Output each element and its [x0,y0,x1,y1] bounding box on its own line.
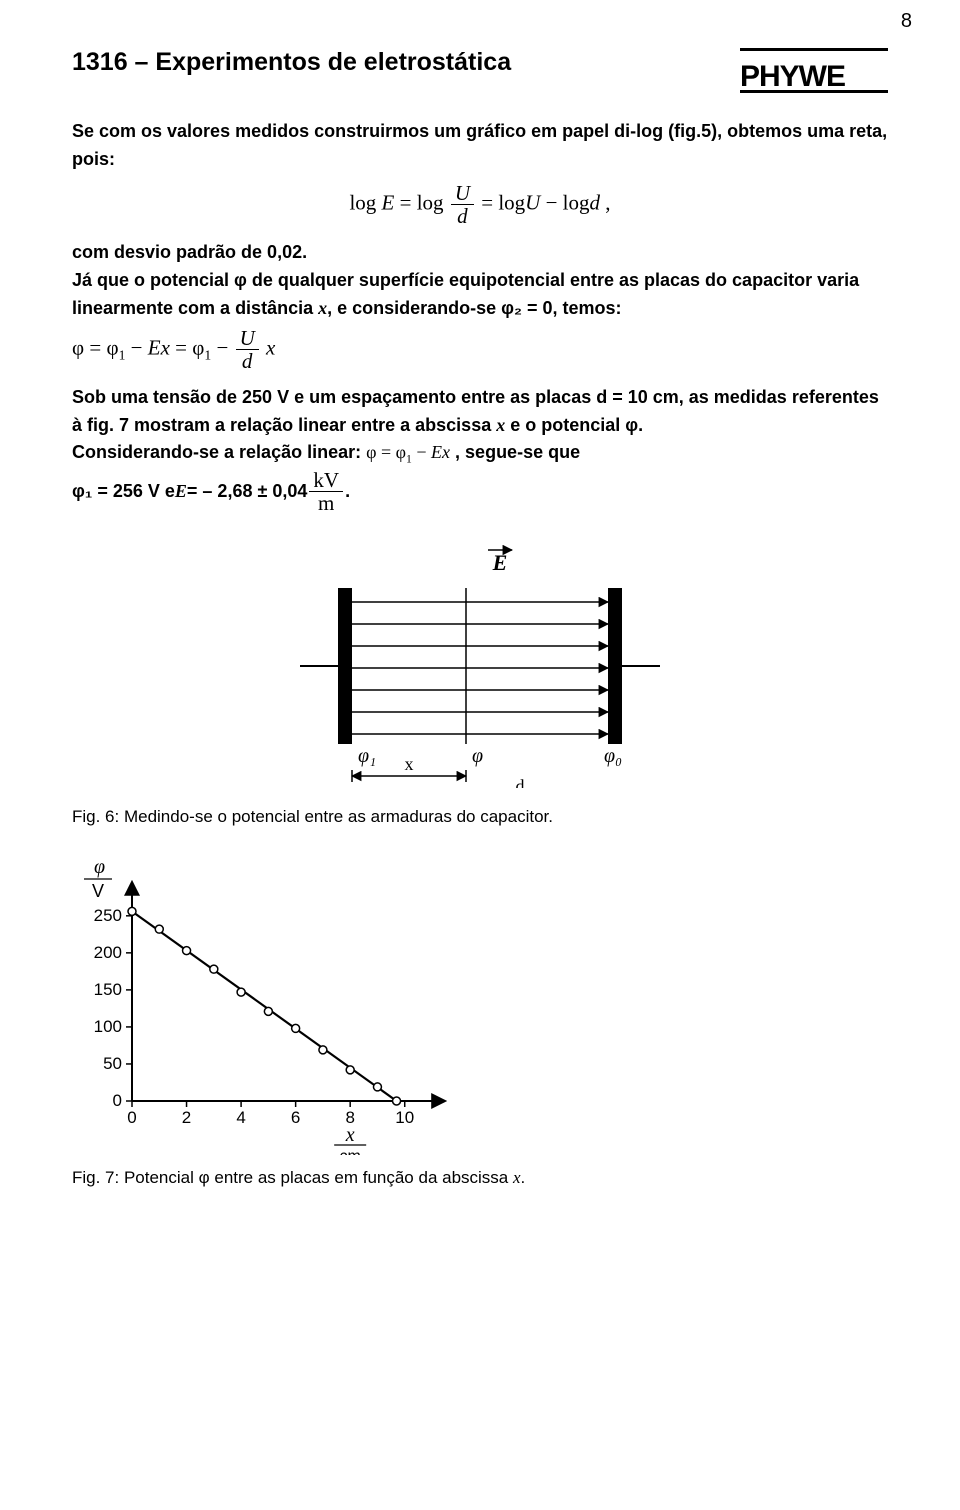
svg-text:200: 200 [94,943,122,962]
eq1-frac: U d [451,182,474,227]
para2-b: , e considerando-se φ₂ = 0, temos: [327,298,621,318]
para5-a: φ₁ = 256 V e [72,478,175,506]
eq1-U: U [451,182,474,205]
para3-b: e o potencial φ. [505,415,643,435]
eq4-frac: kV m [309,469,343,514]
eq2-phi: φ = φ [72,335,119,359]
para3-a: Sob uma tensão de 250 V e um espaçamento… [72,387,879,435]
eq2-minus: − [211,335,233,359]
eq4-m: m [309,492,343,514]
para5-b: = – 2,68 ± 0,04 [187,478,307,506]
paragraph-2: Já que o potencial φ de qualquer superfí… [72,267,888,323]
svg-text:φ: φ [94,856,105,878]
figure-7-svg: 0501001502002500246810φVxcm [72,855,452,1155]
eq1-U2: U [525,190,540,214]
eq1-minus: − log [540,190,589,214]
svg-text:250: 250 [94,906,122,925]
svg-text:V: V [92,881,104,901]
eq4-kv: kV [309,469,343,492]
eq1-d2: d [590,190,601,214]
eq2-x: x [161,335,170,359]
svg-text:100: 100 [94,1017,122,1036]
svg-text:50: 50 [103,1054,122,1073]
eq2-minusEx: − [125,335,147,359]
svg-text:10: 10 [395,1108,414,1127]
eq1-eq: = [394,190,416,214]
svg-text:E: E [492,550,508,575]
eq1-comma: , [600,190,611,214]
para5-E: E [175,478,187,506]
figure-7: 0501001502002500246810φVxcm [72,855,888,1160]
paragraph-3: Sob uma tensão de 250 V e um espaçamento… [72,384,888,440]
caption-7: Fig. 7: Potencial φ entre as placas em f… [72,1168,888,1188]
header: 1316 – Experimentos de eletrostática PHY… [72,48,888,94]
doc-title: 1316 – Experimentos de eletrostática [72,48,511,77]
eq3-minus: − [412,442,431,462]
svg-text:150: 150 [94,980,122,999]
caption-6: Fig. 6: Medindo-se o potencial entre as … [72,807,888,827]
eq2-d: d [236,350,259,372]
caption7-a: Fig. 7: Potencial φ entre as placas em f… [72,1168,513,1187]
svg-text:PHYWE: PHYWE [740,60,845,93]
phywe-logo: PHYWE [740,48,888,94]
svg-text:x: x [345,1124,355,1146]
eq3-E: E [431,442,442,462]
svg-text:6: 6 [291,1108,300,1127]
equation-1: log E = log U d = logU − logd , [72,182,888,227]
svg-text:0: 0 [113,1091,122,1110]
eq1-log: log [417,190,444,214]
svg-text:2: 2 [182,1108,191,1127]
eq3-x: x [442,442,450,462]
caption7-end: . [521,1168,526,1187]
eq1-sep: = log [476,190,525,214]
svg-text:0: 0 [127,1108,136,1127]
para2-x: x [318,298,327,318]
para3-x: x [496,415,505,435]
svg-text:φ₁: φ₁ [358,745,376,767]
paragraph-4: Considerando-se a relação linear: φ = φ1… [72,439,888,469]
eq2-U: U [236,327,259,350]
figure-6-svg: Eφ₁ φ φ₀ x d [290,528,670,788]
para4-b: , segue-se que [450,442,580,462]
svg-text:cm: cm [340,1148,361,1155]
paragraph-5: φ₁ = 256 V e E = – 2,68 ± 0,04 kV m . [72,469,888,514]
svg-text:φ₀: φ₀ [604,745,622,767]
svg-text:x: x [405,754,414,774]
svg-text:d: d [516,776,525,788]
eq3-phi: φ = φ [366,442,406,462]
eq2-x2: x [266,335,275,359]
eq2-eq: = φ [170,335,204,359]
paragraph-1a: Se com os valores medidos construirmos u… [72,118,888,174]
eq2-E: E [148,335,161,359]
caption7-x: x [513,1168,521,1187]
para4-a: Considerando-se a relação linear: [72,442,366,462]
svg-text:φ: φ [472,745,483,767]
eq1-d: d [451,205,474,227]
equation-2: φ = φ1 − Ex = φ1 − U d x [72,327,888,372]
para5-c: . [345,478,350,506]
svg-text:4: 4 [236,1108,245,1127]
figure-6: Eφ₁ φ φ₀ x d [72,528,888,793]
page-number: 8 [901,10,912,33]
eq1-logE: log [349,190,381,214]
eq2-frac: U d [236,327,259,372]
paragraph-1b: com desvio padrão de 0,02. [72,239,888,267]
eq1-E: E [382,190,395,214]
